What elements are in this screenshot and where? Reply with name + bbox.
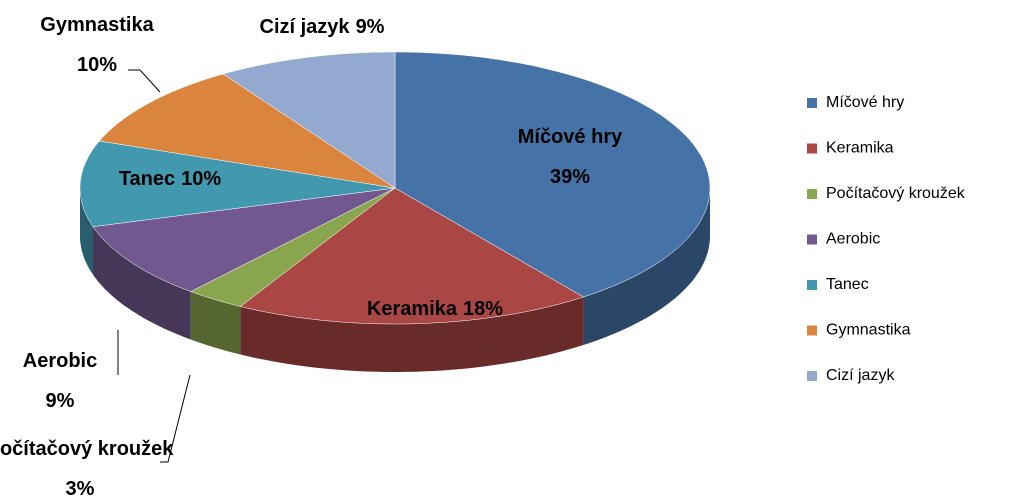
data-label-value: 10% <box>181 168 221 190</box>
pie-slice <box>190 187 396 307</box>
legend-label: Aerobic <box>826 231 880 248</box>
legend-swatch <box>807 325 817 336</box>
legend-swatch <box>807 98 817 108</box>
data-label: Gymnastika 10% <box>40 14 154 76</box>
data-label: Cizí jazyk 9% <box>260 16 385 38</box>
data-label: Keramika 18% <box>367 298 503 320</box>
data-label-category: Aerobic <box>23 350 97 372</box>
legend-swatch <box>807 371 817 381</box>
pie-slice <box>79 140 396 227</box>
leader-line <box>160 374 191 463</box>
data-label-value: 3% <box>66 478 95 498</box>
data-label-value: 18% <box>463 298 503 320</box>
data-label-value: 9% <box>356 16 385 38</box>
pie-side <box>240 297 584 372</box>
pie-slice <box>394 51 711 298</box>
pie-slice <box>222 51 396 189</box>
legend-label: Gymnastika <box>826 322 911 339</box>
pie-side <box>190 291 241 355</box>
data-label: Aerobic 9% <box>23 350 97 412</box>
pie-slice <box>239 187 585 325</box>
legend-label: Míčové hry <box>826 94 904 111</box>
legend-swatch <box>807 280 817 290</box>
pie-slice <box>92 187 396 292</box>
data-label-value: 9% <box>46 390 75 412</box>
legend-swatch <box>807 234 817 245</box>
pie-slice <box>98 73 396 189</box>
data-label: Tanec 10% <box>119 168 222 190</box>
legend-label: Cizí jazyk <box>826 367 895 384</box>
legend-label: Počítačový kroužek <box>826 185 966 202</box>
pie-side <box>93 226 191 340</box>
data-label-category: Gymnastika <box>40 14 154 36</box>
pie-side <box>80 188 93 275</box>
data-label-category: Cizí jazyk <box>260 16 351 38</box>
data-label: Míčové hry 39% <box>518 126 623 188</box>
legend-swatch <box>807 143 817 154</box>
data-label-category: Keramika <box>367 298 458 320</box>
data-label-category: Míčové hry <box>518 126 623 148</box>
data-label-value: 10% <box>77 54 117 76</box>
data-label: Počítačový kroužek 3% <box>0 438 174 498</box>
leader-line <box>128 69 161 93</box>
legend-swatch <box>807 189 817 199</box>
legend-label: Tanec <box>826 276 869 293</box>
data-label-value: 39% <box>550 166 590 188</box>
data-label-category: Počítačový kroužek <box>0 438 174 460</box>
legend-label: Keramika <box>826 140 894 157</box>
pie-side <box>583 188 710 345</box>
data-label-category: Tanec <box>119 168 175 190</box>
